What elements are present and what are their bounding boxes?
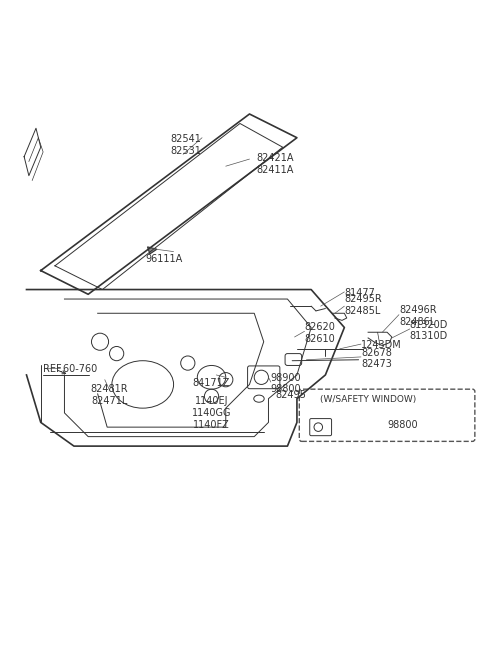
Text: 96111A: 96111A [145,253,183,264]
Text: 81320D
81310D: 81320D 81310D [410,320,448,341]
Text: 82678
82473: 82678 82473 [361,348,392,369]
Text: 82496R
82486L: 82496R 82486L [399,305,437,327]
Polygon shape [147,247,157,254]
Text: 82495: 82495 [276,390,306,400]
Text: 82620
82610: 82620 82610 [304,322,335,344]
Text: 81477: 81477 [344,288,375,298]
Text: 84171Z: 84171Z [193,379,230,388]
Text: 1140EJ
1140GG
1140FZ: 1140EJ 1140GG 1140FZ [192,396,231,430]
Text: REF.60-760: REF.60-760 [43,364,97,374]
Text: 1243DM: 1243DM [361,340,402,350]
Text: 98900
98800: 98900 98800 [271,373,301,394]
Text: 98800: 98800 [387,420,418,430]
Text: 82495R
82485L: 82495R 82485L [344,294,382,316]
Text: 82481R
82471L: 82481R 82471L [91,384,128,405]
Text: 82541
82531: 82541 82531 [170,134,201,156]
Text: 82421A
82411A: 82421A 82411A [257,153,294,175]
Text: (W/SAFETY WINDOW): (W/SAFETY WINDOW) [320,395,416,404]
